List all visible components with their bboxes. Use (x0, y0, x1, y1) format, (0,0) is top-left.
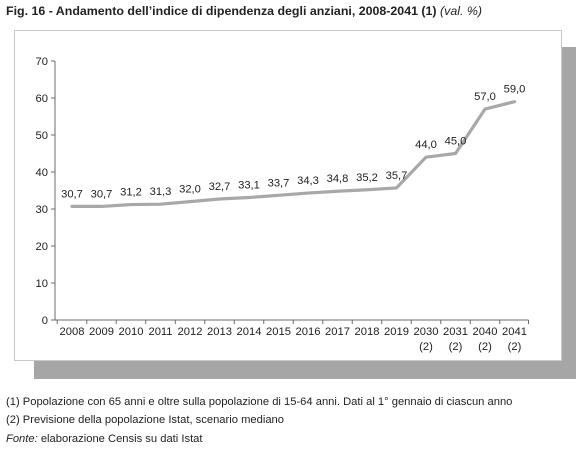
y-tick-label: 30 (36, 204, 48, 216)
data-label: 34,3 (297, 175, 319, 187)
data-label: 57,0 (474, 91, 496, 103)
data-label: 59,0 (504, 84, 526, 96)
data-label: 31,2 (120, 187, 142, 199)
data-label: 32,0 (179, 184, 201, 196)
figure-title: Fig. 16 - Andamento dell’indice di dipen… (6, 4, 482, 18)
x-tick-label: 2030 (414, 326, 439, 338)
x-tick-sublabel: (2) (508, 341, 522, 353)
figure-unit: (val. %) (440, 4, 483, 18)
x-tick-label: 2013 (207, 326, 232, 338)
data-label: 30,7 (61, 188, 83, 200)
x-tick-label: 2019 (384, 326, 409, 338)
y-tick-label: 10 (36, 278, 48, 290)
x-tick-label: 2031 (443, 326, 468, 338)
x-tick-label: 2017 (325, 326, 350, 338)
data-label: 31,3 (150, 186, 172, 198)
y-tick-label: 50 (36, 130, 48, 142)
y-tick-label: 40 (36, 167, 48, 179)
footnote-2: (2) Previsione della popolazione Istat, … (6, 414, 284, 426)
y-tick-label: 70 (36, 56, 48, 68)
y-tick-label: 20 (36, 241, 48, 253)
x-tick-label: 2018 (355, 326, 380, 338)
x-tick-label: 2012 (178, 326, 203, 338)
data-label: 30,7 (91, 188, 113, 200)
footnote-1: (1) Popolazione con 65 anni e oltre sull… (6, 396, 513, 408)
figure-title-text: Fig. 16 - Andamento dell’indice di dipen… (6, 4, 437, 18)
chart-panel: 0 10 20 30 40 50 60 70 2008 2009 2010 2011 2012 2013 2… (14, 30, 562, 361)
y-tick-label: 60 (36, 93, 48, 105)
data-label: 35,2 (356, 172, 378, 184)
data-label: 33,1 (238, 180, 260, 192)
x-tick-label: 2014 (237, 326, 262, 338)
series-line (70, 100, 517, 209)
x-tick-sublabel: (2) (419, 341, 433, 353)
x-tick-label: 2010 (119, 326, 144, 338)
x-tick-label: 2011 (148, 326, 172, 338)
source-text: elaborazione Censis su dati Istat (37, 433, 203, 445)
x-tick-label: 2016 (296, 326, 321, 338)
x-tick-label: 2041 (502, 326, 527, 338)
x-tick-label: 2040 (473, 326, 498, 338)
data-label: 32,7 (209, 181, 231, 193)
x-tick-sublabel: (2) (449, 341, 463, 353)
source-note: Fonte: elaborazione Censis su dati Istat (6, 433, 203, 445)
x-tick-label: 2009 (89, 326, 114, 338)
x-tick-label: 2015 (266, 326, 291, 338)
x-tick-label: 2008 (60, 326, 85, 338)
x-tick-sublabel: (2) (478, 341, 492, 353)
data-label: 34,8 (327, 173, 349, 185)
y-tick-label: 0 (42, 315, 48, 327)
data-label: 44,0 (415, 139, 437, 151)
data-label: 35,7 (386, 170, 408, 182)
data-label: 45,0 (445, 136, 467, 148)
source-label: Fonte: (6, 433, 38, 445)
data-label: 33,7 (268, 177, 290, 189)
